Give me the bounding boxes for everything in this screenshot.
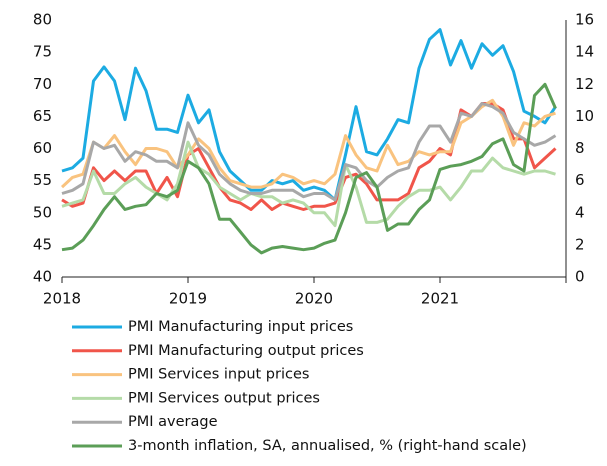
y-tick-label: 60 <box>33 139 52 157</box>
y2-tick-label: 10 <box>575 107 594 125</box>
y2-tick-label: 8 <box>575 139 585 157</box>
series-line <box>61 82 557 255</box>
legend-label: 3-month inflation, SA, annualised, % (ri… <box>128 438 527 454</box>
y2-tick-label: 16 <box>575 11 594 29</box>
legend-label: PMI Services input prices <box>128 367 309 383</box>
y-tick-label: 55 <box>33 171 52 189</box>
series-line <box>61 140 556 228</box>
series-line <box>60 98 556 189</box>
y2-tick-label: 6 <box>575 171 585 189</box>
series-line <box>61 28 557 202</box>
y2-tick-label: 14 <box>575 43 594 61</box>
series-line <box>61 102 557 202</box>
y2-tick-label: 4 <box>575 203 585 221</box>
y-tick-label: 50 <box>33 203 52 221</box>
y-tick-label: 40 <box>33 268 52 286</box>
x-tick-label: 2018 <box>43 290 81 308</box>
y-tick-label: 45 <box>33 235 52 253</box>
y-tick-label: 80 <box>33 11 52 29</box>
y-tick-label: 65 <box>33 107 52 125</box>
x-tick-label: 2019 <box>169 290 207 308</box>
x-tick-label: 2020 <box>295 290 333 308</box>
legend-label: PMI Services output prices <box>128 390 320 406</box>
y2-tick-label: 0 <box>575 268 585 286</box>
legend-label: PMI Manufacturing input prices <box>128 319 353 335</box>
legend-label: PMI average <box>128 414 218 430</box>
x-tick-label: 2021 <box>421 290 459 308</box>
y2-tick-label: 12 <box>575 75 594 93</box>
y2-tick-label: 2 <box>575 235 585 253</box>
legend-label: PMI Manufacturing output prices <box>128 343 364 359</box>
y-tick-label: 70 <box>33 75 52 93</box>
y-tick-label: 75 <box>33 43 52 61</box>
